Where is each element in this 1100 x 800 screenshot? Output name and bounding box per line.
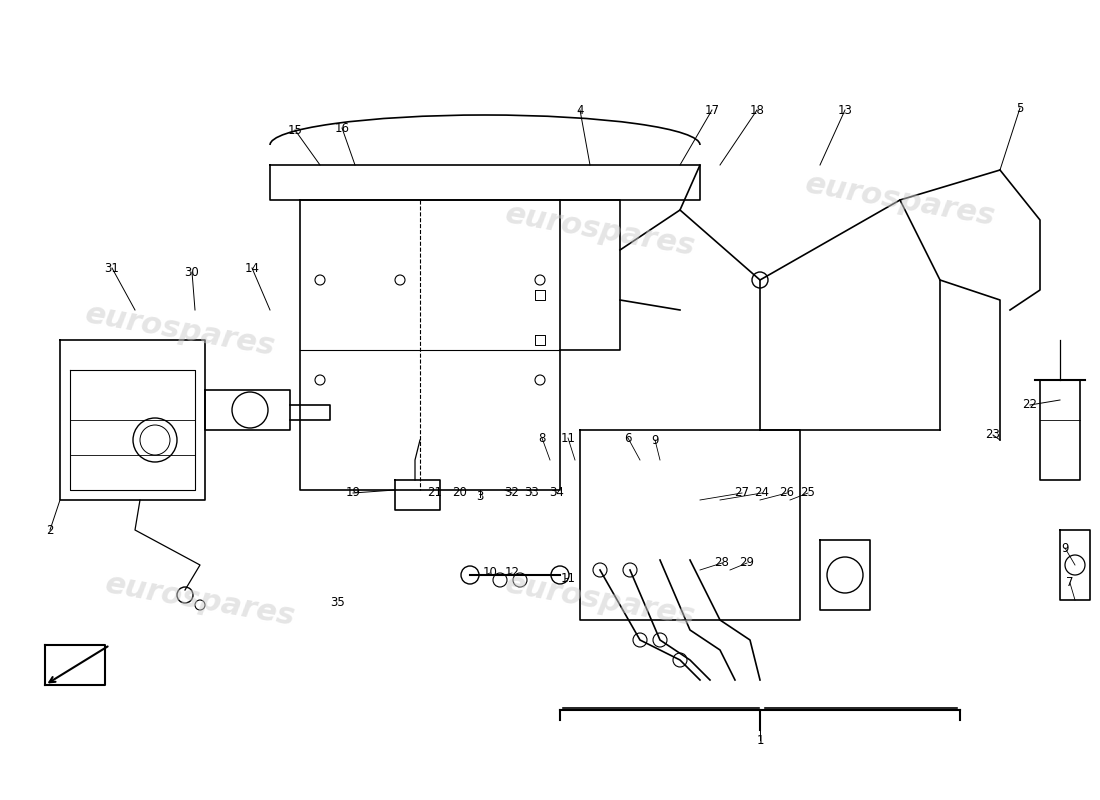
Text: 12: 12 — [505, 566, 519, 579]
Text: 14: 14 — [244, 262, 260, 274]
Text: 34: 34 — [550, 486, 564, 499]
Text: 8: 8 — [538, 431, 546, 445]
Text: 25: 25 — [801, 486, 815, 499]
Text: 10: 10 — [483, 566, 497, 579]
Text: 11: 11 — [561, 571, 575, 585]
Text: 11: 11 — [561, 431, 575, 445]
Text: 2: 2 — [46, 523, 54, 537]
Text: 23: 23 — [986, 429, 1000, 442]
Text: 13: 13 — [837, 103, 852, 117]
Text: 4: 4 — [576, 103, 584, 117]
Text: 16: 16 — [334, 122, 350, 134]
Text: 31: 31 — [104, 262, 120, 274]
Text: 24: 24 — [755, 486, 770, 499]
Text: eurospares: eurospares — [82, 299, 277, 361]
Text: 3: 3 — [476, 490, 484, 503]
Text: 15: 15 — [287, 123, 303, 137]
Text: 5: 5 — [1016, 102, 1024, 114]
Text: 19: 19 — [345, 486, 361, 499]
Text: 32: 32 — [505, 486, 519, 499]
Text: 20: 20 — [452, 486, 468, 499]
Text: eurospares: eurospares — [503, 569, 697, 631]
Text: 6: 6 — [625, 431, 631, 445]
Text: 9: 9 — [651, 434, 659, 446]
Text: eurospares: eurospares — [102, 569, 297, 631]
Text: 22: 22 — [1023, 398, 1037, 411]
Text: 26: 26 — [780, 486, 794, 499]
Text: 29: 29 — [739, 557, 755, 570]
Text: 18: 18 — [749, 103, 764, 117]
Text: eurospares: eurospares — [503, 199, 697, 261]
Text: 21: 21 — [428, 486, 442, 499]
Text: 28: 28 — [715, 557, 729, 570]
Text: 33: 33 — [525, 486, 539, 499]
Text: 27: 27 — [735, 486, 749, 499]
Text: 30: 30 — [185, 266, 199, 278]
Text: 7: 7 — [1066, 577, 1074, 590]
Text: eurospares: eurospares — [803, 169, 998, 231]
Text: 35: 35 — [331, 597, 345, 610]
Text: 9: 9 — [1062, 542, 1069, 554]
Text: 1: 1 — [757, 734, 763, 746]
Text: 17: 17 — [704, 103, 719, 117]
